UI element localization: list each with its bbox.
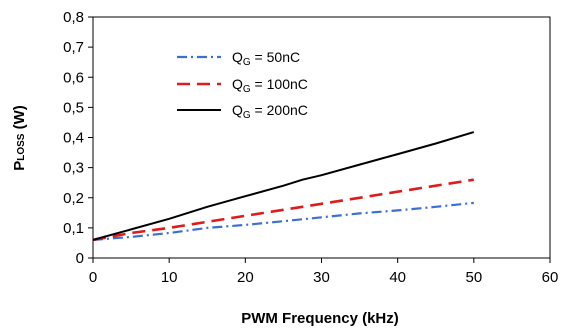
legend-item-qg-50nc: QG = 50nC	[177, 49, 300, 68]
y-tick-label: 0,5	[63, 99, 84, 116]
y-tick-label: 0,3	[63, 160, 84, 177]
y-tick-labels: 0 0,1 0,2 0,3 0,4 0,5 0,6 0,7 0,8	[63, 9, 84, 267]
y-tick-label: 0,6	[63, 69, 84, 86]
x-tick-label: 0	[89, 269, 97, 286]
series-line-1	[92, 178, 475, 242]
legend-item-qg-100nc: QG = 100nC	[177, 76, 308, 95]
series-lines	[92, 131, 475, 242]
y-tick-label: 0,7	[63, 39, 84, 56]
x-tick-label: 50	[465, 269, 482, 286]
y-tick-label: 0,4	[63, 130, 84, 147]
legend-label-qg-200nc: QG = 200nC	[232, 102, 308, 121]
x-tick-label: 40	[389, 269, 406, 286]
y-tick-label: 0,2	[63, 190, 84, 207]
axes	[88, 16, 551, 263]
legend-label-qg-100nc: QG = 100nC	[232, 76, 308, 95]
legend-item-qg-200nc: QG = 200nC	[177, 102, 308, 121]
series-line-0	[92, 201, 474, 241]
y-tick-label: 0,8	[63, 9, 84, 26]
y-tick-label: 0,1	[63, 220, 84, 237]
x-tick-label: 20	[237, 269, 254, 286]
x-tick-label: 30	[313, 269, 330, 286]
legend-label-qg-50nc: QG = 50nC	[232, 49, 300, 68]
legend: QG = 50nC QG = 100nC QG = 200nC	[177, 49, 308, 121]
y-tick-label: 0	[76, 250, 84, 267]
x-tick-label: 60	[542, 269, 559, 286]
y-axis-title-unit: (W)	[11, 105, 28, 133]
y-axis-title-main: P	[11, 161, 28, 171]
y-axis-title-sub: LOSS	[16, 133, 27, 161]
y-axis-title: PLOSS (W)	[11, 105, 28, 171]
x-axis-title: PWM Frequency (kHz)	[241, 310, 399, 327]
series-line-2	[92, 131, 475, 241]
x-tick-label: 10	[161, 269, 178, 286]
x-tick-labels: 0 10 20 30 40 50 60	[89, 269, 559, 286]
